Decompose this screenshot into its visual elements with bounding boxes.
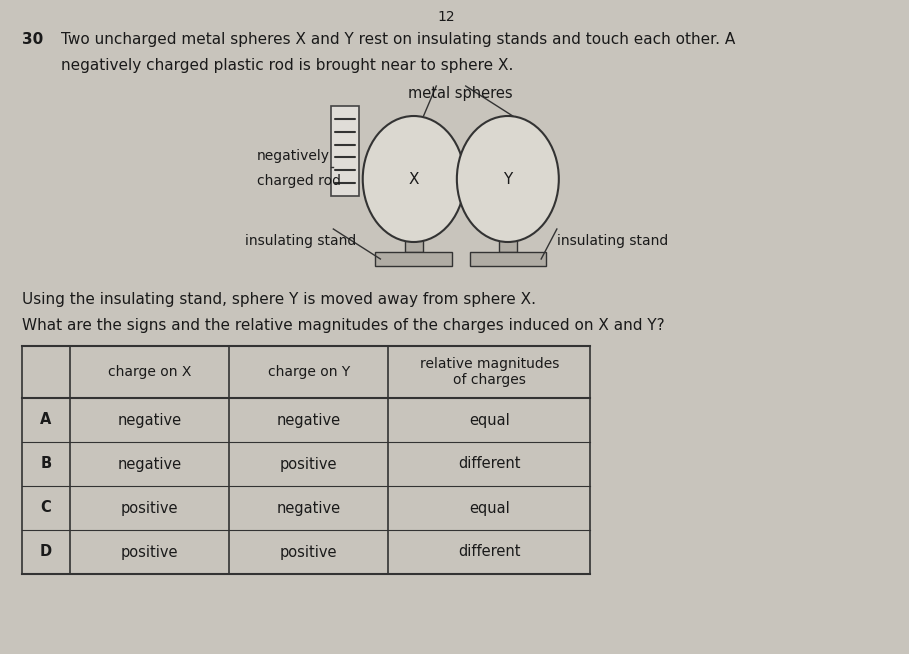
Text: 30: 30 bbox=[22, 32, 43, 47]
Ellipse shape bbox=[457, 116, 559, 242]
Text: insulating stand: insulating stand bbox=[557, 234, 668, 248]
Ellipse shape bbox=[363, 116, 464, 242]
Text: negatively charged plastic rod is brought near to sphere X.: negatively charged plastic rod is brough… bbox=[61, 58, 514, 73]
Bar bbox=[499, 197, 516, 252]
Bar bbox=[332, 106, 359, 196]
Text: negative: negative bbox=[117, 413, 182, 428]
Text: negatively: negatively bbox=[257, 149, 330, 163]
Text: metal spheres: metal spheres bbox=[408, 86, 513, 101]
Text: D: D bbox=[40, 545, 52, 560]
Text: C: C bbox=[40, 500, 51, 515]
Text: equal: equal bbox=[469, 500, 510, 515]
Text: 12: 12 bbox=[437, 10, 454, 24]
Text: charged rod: charged rod bbox=[257, 174, 341, 188]
Text: negative: negative bbox=[276, 500, 341, 515]
Text: positive: positive bbox=[121, 500, 178, 515]
Text: different: different bbox=[458, 456, 521, 472]
Text: charge on Y: charge on Y bbox=[267, 365, 350, 379]
Text: positive: positive bbox=[121, 545, 178, 560]
Text: A: A bbox=[40, 413, 52, 428]
Text: positive: positive bbox=[280, 456, 337, 472]
Text: What are the signs and the relative magnitudes of the charges induced on X and Y: What are the signs and the relative magn… bbox=[22, 318, 664, 333]
Text: insulating stand: insulating stand bbox=[245, 234, 356, 248]
Text: Y: Y bbox=[504, 171, 513, 186]
Text: relative magnitudes
of charges: relative magnitudes of charges bbox=[420, 357, 559, 387]
Text: negative: negative bbox=[276, 413, 341, 428]
Text: B: B bbox=[40, 456, 51, 472]
Text: X: X bbox=[408, 171, 419, 186]
Text: charge on X: charge on X bbox=[108, 365, 191, 379]
Text: Two uncharged metal spheres X and Y rest on insulating stands and touch each oth: Two uncharged metal spheres X and Y rest… bbox=[61, 32, 735, 47]
Text: negative: negative bbox=[117, 456, 182, 472]
Bar bbox=[375, 252, 452, 266]
Text: different: different bbox=[458, 545, 521, 560]
Text: positive: positive bbox=[280, 545, 337, 560]
Text: equal: equal bbox=[469, 413, 510, 428]
Text: Using the insulating stand, sphere Y is moved away from sphere X.: Using the insulating stand, sphere Y is … bbox=[22, 292, 535, 307]
Bar bbox=[405, 197, 423, 252]
Bar bbox=[470, 252, 546, 266]
